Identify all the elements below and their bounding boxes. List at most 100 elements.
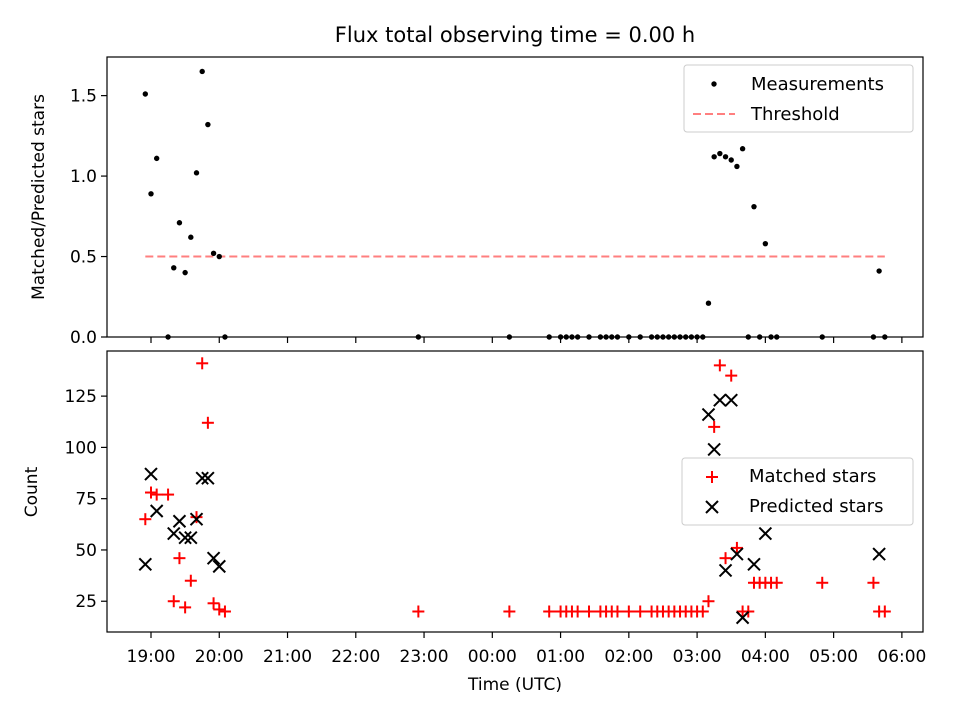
predicted-star-point [201,471,215,485]
matched-star-point [173,552,186,565]
predicted-star-point [713,393,727,407]
predicted-star-point [730,547,744,561]
top-panel: Flux total observing time = 0.00 h Match… [29,23,924,348]
matched-star-point [162,488,175,501]
matched-star-point [543,605,556,618]
legend-matched-label: Matched stars [749,466,876,487]
matched-star-point [213,603,226,616]
matched-star-point [145,486,157,499]
predicted-star-point [735,610,750,625]
predicted-star-point [138,557,153,572]
bottom-series [138,357,891,625]
measurement-point [728,157,734,163]
matched-star-point [571,605,584,618]
xtick-label: 02:00 [604,647,653,667]
matched-star-point [179,601,192,614]
top-axes-frame [106,56,924,338]
bottom-legend-box [681,457,914,526]
predicted-star-point [872,547,886,561]
measurement-point [193,170,200,176]
predicted-star-point [184,530,198,545]
measurement-point [705,300,712,306]
matched-star-point [730,541,743,554]
measurement-point [762,240,769,247]
predicted-star-point [189,512,204,526]
matched-star-point [867,576,880,589]
measurement-point [711,154,717,160]
matched-star-point [611,605,624,618]
matched-star-point [696,605,709,618]
xtick-label: 01:00 [536,647,585,667]
predicted-star-point [172,514,187,528]
xtick-label: 19:00 [127,647,176,667]
measurement-point [751,203,757,210]
top-ytick-label: 1.5 [70,87,97,107]
measurement-point [876,268,882,274]
bottom-y-ticks: 25 50 75 100 125 [65,387,107,612]
measurement-point [171,265,177,271]
predicted-star-point [195,471,209,485]
xtick-label: 04:00 [741,647,790,667]
predicted-star-point [747,557,761,572]
bottom-ytick-label: 75 [75,490,97,510]
top-x-ticks [150,337,903,343]
matched-star-point [218,605,231,618]
bottom-y-axis-label: Count [22,466,42,517]
bottom-legend: Matched stars Predicted stars [681,457,914,526]
matched-star-point [634,605,647,618]
predicted-star-point [707,442,721,457]
xtick-label: 00:00 [468,647,517,667]
measurement-point [148,191,154,197]
predicted-star-point [149,504,164,518]
measurement-point [205,121,211,128]
top-ytick-label: 0.5 [70,248,97,268]
top-y-axis-label: Matched/Predicted stars [29,94,49,300]
measurement-point [153,155,160,162]
measurement-point [142,91,149,97]
matched-star-point [412,605,425,618]
legend-measurements-marker [711,81,717,87]
measurement-point [216,253,222,260]
measurement-point [176,220,183,226]
xtick-label: 20:00 [195,647,244,667]
chart-title: Flux total observing time = 0.00 h [335,23,695,47]
predicted-star-point [206,551,221,565]
matched-star-point [725,369,738,382]
matched-star-point [622,605,635,618]
predicted-star-point [178,530,192,545]
legend-matched-marker [706,471,718,483]
top-ytick-label: 0.0 [70,328,97,348]
bottom-ytick-label: 25 [75,592,97,612]
predicted-star-point [758,526,773,541]
legend-predicted-label: Predicted stars [749,496,883,517]
xtick-label: 03:00 [673,647,722,667]
measurement-point [188,234,194,240]
matched-star-point [770,576,783,589]
legend-predicted-marker [705,500,719,514]
bottom-axes-frame [106,350,924,633]
measurement-point [717,150,723,157]
matched-star-point [702,595,715,608]
predicted-star-point [212,559,226,574]
predicted-star-point [701,407,716,422]
top-y-ticks: 0.0 0.5 1.0 1.5 [70,87,107,348]
predicted-star-point [718,563,733,578]
matched-star-point [196,357,209,370]
matched-star-point [713,359,726,372]
matched-star-point [816,576,829,589]
matched-star-point [184,574,197,587]
x-axis-label: Time (UTC) [467,675,562,695]
matched-star-point [150,488,163,501]
predicted-star-point [144,467,158,481]
xtick-label: 22:00 [331,647,380,667]
measurement-point [722,154,729,160]
legend-measurements-label: Measurements [751,74,884,95]
xtick-label: 06:00 [877,647,926,667]
measurement-point [182,269,188,276]
measurement-point [734,163,740,170]
matched-star-point [201,416,214,429]
top-legend-box [683,64,914,133]
bottom-ytick-label: 50 [75,541,97,561]
measurement-point [210,250,217,257]
